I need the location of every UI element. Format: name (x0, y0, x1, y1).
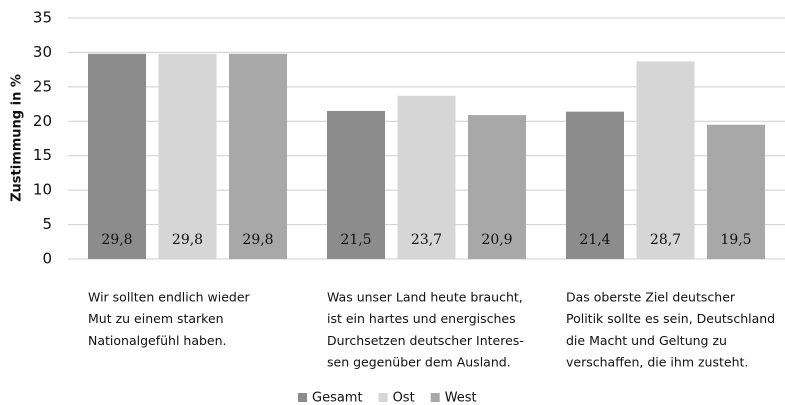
y-tick-label: 5 (42, 215, 52, 233)
value-label: 19,5 (720, 232, 751, 248)
value-label: 28,7 (650, 232, 681, 248)
y-tick-label: 15 (33, 146, 52, 164)
bar (229, 53, 287, 260)
category-label: Mut zu einem starken (88, 311, 224, 326)
legend-label: Ost (393, 391, 415, 405)
category-label: Wir sollten endlich wieder (88, 290, 251, 305)
y-axis-label: Zustimmung in % (10, 74, 25, 202)
y-tick-label: 0 (42, 250, 52, 268)
category-label: Politik sollte es sein, Deutschland (566, 311, 775, 326)
y-tick-label: 10 (33, 181, 52, 199)
bar (88, 53, 146, 260)
value-label: 21,4 (579, 232, 610, 248)
category-label: Durchsetzen deutscher Interes- (327, 333, 524, 348)
bar (468, 115, 526, 260)
value-label: 29,8 (242, 232, 273, 248)
bar (707, 124, 765, 259)
category-label: Nationalgefühl haben. (88, 333, 227, 348)
category-label: Das oberste Ziel deutscher (566, 290, 736, 305)
value-label: 20,9 (481, 232, 512, 248)
value-label: 29,8 (101, 232, 132, 248)
category-label: ist ein hartes und energisches (327, 311, 516, 326)
value-label: 23,7 (411, 232, 442, 248)
bar (327, 110, 385, 259)
y-tick-label: 30 (33, 43, 52, 61)
value-label: 29,8 (172, 232, 203, 248)
y-tick-label: 35 (33, 9, 52, 27)
legend-swatch (430, 393, 440, 402)
category-label: Was unser Land heute braucht, (327, 290, 523, 305)
value-label: 21,5 (340, 232, 371, 248)
legend-swatch (298, 393, 307, 402)
category-label: die Macht und Geltung zu (566, 333, 727, 348)
y-tick-label: 20 (33, 112, 52, 130)
y-tick-label: 25 (33, 77, 52, 95)
bar (636, 61, 695, 259)
bar (158, 53, 217, 260)
category-label: sen gegenüber dem Ausland. (327, 355, 511, 370)
legend-label: Gesamt (312, 391, 363, 405)
legend-swatch (378, 393, 388, 402)
category-label: verschaffen, die ihm zusteht. (566, 355, 748, 370)
bar (397, 95, 456, 260)
bar (566, 111, 624, 259)
legend-label: West (445, 391, 477, 405)
